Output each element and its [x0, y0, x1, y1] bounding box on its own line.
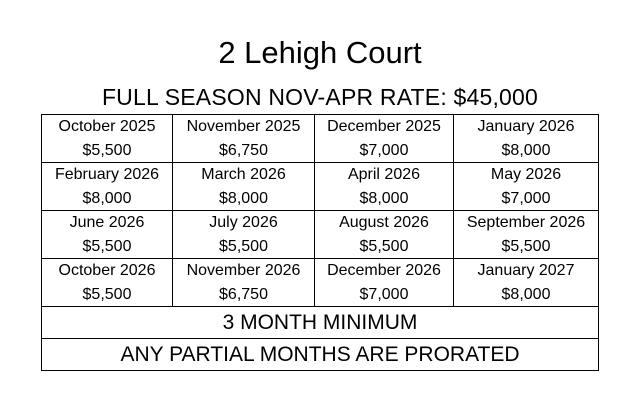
month-label: August 2026	[339, 214, 429, 231]
month-label: May 2026	[490, 166, 562, 183]
rate-cell: March 2026 $8,000	[172, 162, 315, 211]
rate-value: $6,750	[219, 141, 268, 159]
minimum-stay-row: 3 MONTH MINIMUM	[41, 306, 599, 339]
rate-cell: January 2027 $8,000	[453, 258, 599, 307]
month-label: January 2027	[477, 262, 575, 279]
table-row: October 2026 $5,500 November 2026 $6,750…	[41, 258, 599, 307]
rate-cell: September 2026 $5,500	[453, 210, 599, 259]
page-title: 2 Lehigh Court	[218, 35, 422, 70]
rate-value: $5,500	[359, 237, 409, 255]
rate-value: $5,500	[501, 237, 551, 255]
rate-cell: April 2026 $8,000	[314, 162, 454, 211]
rate-value: $5,500	[82, 237, 132, 255]
rate-value: $5,500	[219, 237, 268, 255]
table-row: February 2026 $8,000 March 2026 $8,000 A…	[41, 162, 599, 211]
rate-value: $5,500	[82, 141, 132, 159]
rate-value: $6,750	[219, 285, 268, 303]
month-label: December 2025	[327, 118, 441, 135]
rate-cell: December 2025 $7,000	[314, 114, 454, 163]
month-label: April 2026	[347, 166, 421, 183]
rate-cell: October 2025 $5,500	[41, 114, 173, 163]
rate-value: $5,500	[82, 285, 132, 303]
month-label: February 2026	[54, 166, 160, 183]
table-row: June 2026 $5,500 July 2026 $5,500 August…	[41, 210, 599, 259]
month-label: June 2026	[69, 214, 145, 231]
rate-value: $7,000	[359, 141, 409, 159]
rate-value: $8,000	[359, 189, 409, 207]
rate-cell: February 2026 $8,000	[41, 162, 173, 211]
season-rate-heading: FULL SEASON NOV-APR RATE: $45,000	[101, 84, 539, 110]
rate-cell: July 2026 $5,500	[172, 210, 315, 259]
month-label: November 2025	[186, 118, 301, 135]
month-label: March 2026	[201, 166, 286, 183]
rate-value: $8,000	[501, 285, 551, 303]
prorated-row: ANY PARTIAL MONTHS ARE PRORATED	[41, 338, 599, 371]
rate-value: $8,000	[219, 189, 268, 207]
rate-cell: January 2026 $8,000	[453, 114, 599, 163]
prorated-note: ANY PARTIAL MONTHS ARE PRORATED	[41, 338, 599, 371]
rate-cell: December 2026 $7,000	[314, 258, 454, 307]
month-label: January 2026	[477, 118, 575, 135]
rate-value: $7,000	[501, 189, 551, 207]
minimum-stay-note: 3 MONTH MINIMUM	[41, 306, 599, 339]
month-label: July 2026	[209, 214, 278, 231]
monthly-rates-table: October 2025 $5,500 November 2025 $6,750…	[41, 114, 599, 371]
rate-value: $8,000	[82, 189, 132, 207]
month-label: September 2026	[466, 214, 586, 231]
rate-value: $7,000	[359, 285, 409, 303]
rate-value: $8,000	[501, 141, 551, 159]
table-row: October 2025 $5,500 November 2025 $6,750…	[41, 114, 599, 163]
rate-cell: June 2026 $5,500	[41, 210, 173, 259]
rate-cell: October 2026 $5,500	[41, 258, 173, 307]
month-label: October 2026	[58, 262, 156, 279]
month-label: December 2026	[327, 262, 441, 279]
rate-cell: November 2025 $6,750	[172, 114, 315, 163]
rate-cell: May 2026 $7,000	[453, 162, 599, 211]
rate-cell: November 2026 $6,750	[172, 258, 315, 307]
month-label: November 2026	[186, 262, 301, 279]
rate-cell: August 2026 $5,500	[314, 210, 454, 259]
month-label: October 2025	[58, 118, 156, 135]
